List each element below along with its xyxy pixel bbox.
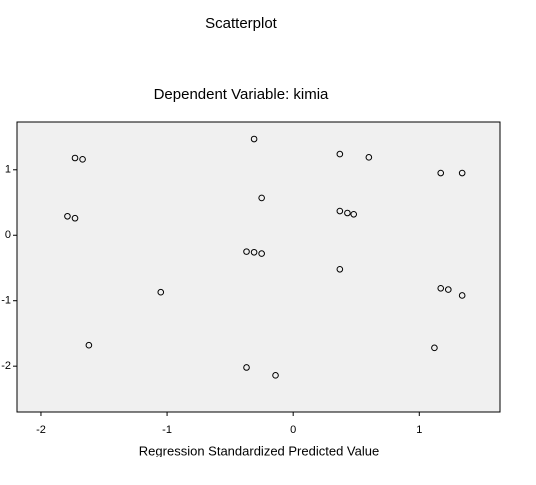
y-tick-label: -1 (1, 295, 11, 307)
point (71, 214, 79, 222)
x-axis-label: Regression Standardized Predicted Value (139, 443, 379, 458)
chart-subtitle: Dependent Variable: kimia (154, 86, 329, 103)
point (250, 135, 258, 143)
point (437, 169, 445, 177)
x-tick-label: 1 (416, 424, 422, 436)
point (336, 150, 344, 158)
x-tick-label: 0 (290, 424, 296, 436)
y-tick-label: -2 (1, 360, 11, 372)
point (258, 194, 265, 202)
point (336, 265, 344, 273)
point (437, 284, 445, 292)
point (458, 169, 466, 177)
point (85, 341, 93, 349)
y-tick-label: 0 (5, 229, 11, 241)
point (444, 286, 452, 293)
clip-cover (0, 457, 536, 485)
point (71, 154, 79, 162)
point (64, 212, 71, 220)
point (258, 250, 265, 257)
point (243, 364, 250, 371)
plot-area (16, 121, 501, 413)
point (250, 248, 258, 256)
point (336, 207, 344, 215)
point (350, 211, 358, 218)
point (344, 209, 351, 217)
point (157, 288, 165, 296)
chart-title: Scatterplot (205, 15, 278, 32)
point (458, 292, 466, 299)
point (431, 344, 438, 352)
point (243, 248, 250, 255)
x-tick-label: -2 (36, 424, 46, 436)
x-tick-label: -1 (162, 424, 172, 436)
point (272, 372, 279, 379)
point (79, 156, 86, 163)
y-tick-label: 1 (5, 164, 11, 176)
point (365, 154, 373, 161)
